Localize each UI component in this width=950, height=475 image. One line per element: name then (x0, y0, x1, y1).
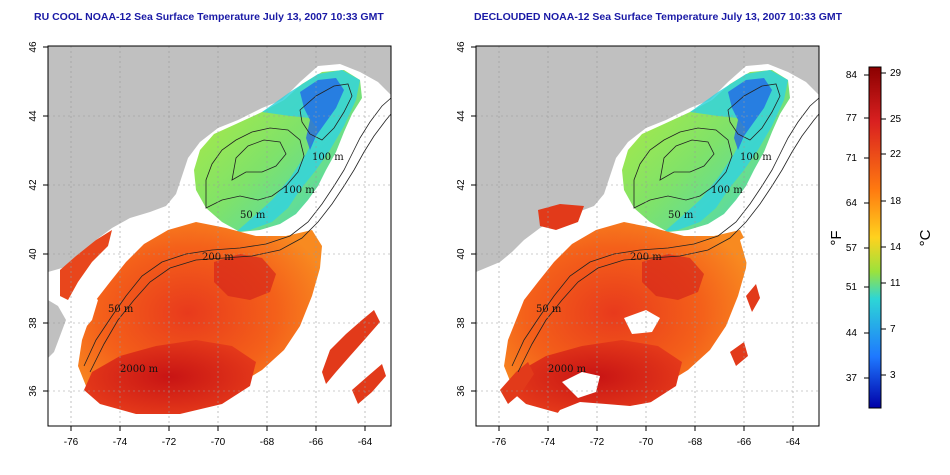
fahrenheit-tick: 37 (846, 373, 858, 384)
right-contour-label: 100 m (740, 152, 772, 163)
left-contour-label: 100 m (283, 185, 315, 196)
fahrenheit-tick: 71 (846, 153, 858, 164)
lat-tick-label: 40 (28, 248, 39, 260)
left-hot-water (84, 340, 256, 414)
left-isobaths (83, 83, 391, 373)
right-cloud-gap (562, 310, 660, 398)
lat-tick-label: 42 (28, 179, 39, 191)
lat-tick-label: 46 (28, 41, 39, 53)
lon-tick-label: -68 (688, 437, 703, 448)
right-axis-ticks (471, 46, 794, 431)
fahrenheit-tick: 84 (846, 70, 858, 81)
fahrenheit-tick: 57 (846, 243, 858, 254)
right-map-panel (476, 46, 819, 426)
celsius-tick: 14 (890, 242, 902, 253)
fahrenheit-tick: 64 (846, 198, 858, 209)
left-map-panel (48, 46, 391, 426)
right-isobaths (511, 83, 819, 373)
right-lat-labels: 36 38 40 42 44 46 (456, 41, 467, 397)
lon-tick-label: -76 (64, 437, 79, 448)
lat-tick-label: 42 (456, 179, 467, 191)
left-axis-ticks (43, 46, 366, 431)
fahrenheit-tick: 77 (846, 113, 858, 124)
lon-tick-label: -66 (737, 437, 752, 448)
lon-tick-label: -70 (639, 437, 654, 448)
lat-tick-label: 38 (28, 317, 39, 329)
fahrenheit-labels: 84 77 71 64 57 51 44 37 (846, 70, 858, 384)
lon-tick-label: -74 (113, 437, 128, 448)
left-map-frame (47, 45, 392, 427)
right-contour-label: 100 m (711, 185, 743, 196)
right-warm-coastal (500, 204, 584, 404)
right-contour-label: 2000 m (548, 364, 587, 375)
lon-tick-label: -74 (541, 437, 556, 448)
temperature-colorbar: 84 77 71 64 57 51 44 37 29 25 22 18 14 1… (828, 66, 934, 409)
left-lon-labels: -76 -74 -72 -70 -68 -66 -64 (64, 437, 373, 448)
celsius-unit: °C (917, 229, 934, 246)
lon-tick-label: -70 (211, 437, 226, 448)
right-map-title: DECLOUDED NOAA-12 Sea Surface Temperatur… (474, 11, 843, 23)
lon-tick-label: -64 (358, 437, 373, 448)
celsius-tick: 25 (890, 114, 902, 125)
left-blue-core (300, 78, 344, 150)
celsius-tick: 22 (890, 149, 902, 160)
left-gridlines (48, 46, 391, 426)
left-coastal-strip (60, 230, 112, 300)
left-contour-label: 100 m (312, 152, 344, 163)
fahrenheit-tick: 51 (846, 282, 858, 293)
lat-tick-label: 36 (456, 385, 467, 397)
right-contour-label: 50 m (536, 304, 562, 315)
lat-tick-label: 44 (28, 110, 39, 122)
celsius-labels: 29 25 22 18 14 11 7 3 (890, 68, 902, 381)
celsius-tick: 3 (890, 370, 896, 381)
lat-tick-label: 44 (456, 110, 467, 122)
celsius-tick: 7 (890, 324, 896, 335)
left-contour-label: 2000 m (120, 364, 159, 375)
right-contour-label: 50 m (668, 210, 694, 221)
fahrenheit-unit: °F (828, 230, 845, 245)
left-warm-streaks (322, 310, 386, 404)
right-warm-streaks (730, 284, 760, 366)
left-warm-eddy (214, 254, 276, 300)
left-cloud-offshore (330, 190, 391, 270)
lat-tick-label: 38 (456, 317, 467, 329)
right-gridlines (476, 46, 819, 426)
colorbar-gradient (868, 66, 882, 409)
left-cloud-coast (70, 290, 98, 334)
lon-tick-label: -68 (260, 437, 275, 448)
lat-tick-label: 46 (456, 41, 467, 53)
right-warm-eddy (642, 254, 704, 300)
fahrenheit-tick: 44 (846, 328, 858, 339)
lon-tick-label: -76 (492, 437, 507, 448)
left-contour-label: 50 m (240, 210, 266, 221)
right-map-frame (475, 45, 820, 427)
lon-tick-label: -66 (309, 437, 324, 448)
colorbar-ticks (864, 72, 886, 379)
left-land-south (48, 300, 66, 358)
left-lat-labels: 36 38 40 42 44 46 (28, 41, 39, 397)
left-contour-label: 50 m (108, 304, 134, 315)
celsius-tick: 11 (890, 278, 901, 289)
lon-tick-label: -64 (786, 437, 801, 448)
left-map-title: RU COOL NOAA-12 Sea Surface Temperature … (34, 11, 384, 23)
lon-tick-label: -72 (162, 437, 177, 448)
right-blue-core (728, 78, 772, 150)
right-cloud-offshore (720, 194, 819, 426)
lat-tick-label: 40 (456, 248, 467, 260)
celsius-tick: 18 (890, 196, 902, 207)
right-cloud-coast (476, 232, 552, 380)
right-lon-labels: -76 -74 -72 -70 -68 -66 -64 (492, 437, 801, 448)
right-cloud-south (548, 398, 720, 426)
lat-tick-label: 36 (28, 385, 39, 397)
lon-tick-label: -72 (590, 437, 605, 448)
left-land (48, 46, 391, 272)
celsius-tick: 29 (890, 68, 902, 79)
